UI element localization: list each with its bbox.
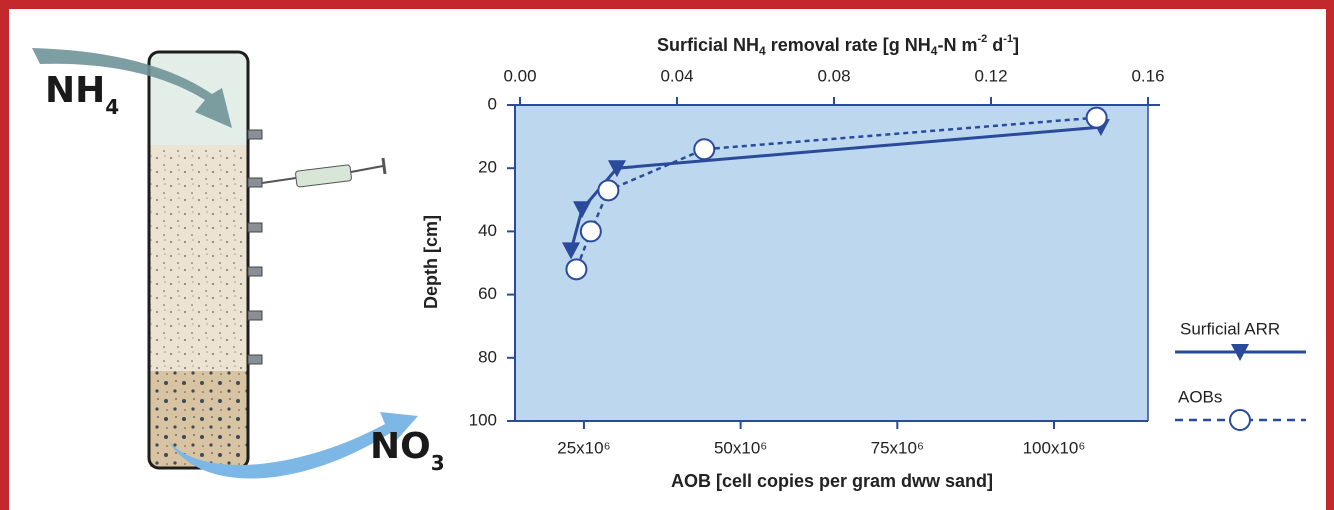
x-axis-label: AOB [cell copies per gram dww sand]: [671, 471, 993, 491]
data-point: [562, 242, 581, 260]
legend-label: Surficial ARR: [1180, 319, 1280, 338]
label-part: 4: [759, 44, 766, 58]
x-tick-label: 100x10⁶: [1023, 438, 1086, 457]
data-point: [693, 138, 716, 161]
x2-tick-label: 0.00: [503, 66, 536, 85]
y-tick-label: 100: [469, 410, 497, 429]
y-tick-label: 80: [478, 347, 497, 366]
label-part: 4: [931, 44, 938, 58]
x2-tick-label: 0.12: [974, 66, 1007, 85]
x-tick-label: 50x10⁶: [714, 438, 767, 457]
x-tick-label: 25x10⁶: [557, 438, 610, 457]
label-part: -1: [1003, 33, 1013, 45]
data-point: [607, 160, 626, 178]
data-point: [579, 220, 602, 243]
syringe: [261, 157, 387, 188]
inflow-label-text: NH: [45, 70, 105, 111]
y-tick-label: 40: [478, 221, 497, 240]
legend-marker: [1231, 344, 1249, 361]
y-tick-label: 20: [478, 158, 497, 177]
plot: 0 20 40 60 80 100 0.00 0.04 0.08 0.12 0.16 25x10⁶ 50…: [469, 66, 1165, 457]
x2-axis-label: Surficial NH4 removal rate [g NH4-N m-2 …: [657, 33, 1019, 58]
plot-background: [515, 105, 1148, 421]
outflow-label: NO3: [370, 426, 445, 475]
x2-tick-label: 0.04: [660, 66, 693, 85]
x2-tick-label: 0.08: [817, 66, 850, 85]
y-tick-label: 0: [488, 94, 497, 113]
label-part: Surficial NH: [657, 35, 759, 55]
outflow-label-text: NO: [370, 426, 431, 467]
label-part: removal rate [g NH: [766, 35, 931, 55]
y-tick-label: 60: [478, 284, 497, 303]
label-part: ]: [1013, 35, 1019, 55]
outflow-subscript: 3: [431, 451, 445, 475]
legend-marker: [1229, 409, 1251, 431]
data-point: [565, 258, 588, 281]
label-part: -2: [977, 33, 987, 45]
x-tick-label: 75x10⁶: [871, 438, 924, 457]
inflow-label: NH4: [45, 70, 119, 119]
data-point: [573, 201, 592, 219]
data-point: [1085, 106, 1108, 129]
data-point: [597, 179, 620, 202]
label-part: -N m: [937, 35, 977, 55]
y-axis-label: Depth [cm]: [421, 215, 441, 309]
label-part: d: [987, 35, 1003, 55]
x2-tick-label: 0.16: [1131, 66, 1164, 85]
inflow-subscript: 4: [105, 95, 119, 119]
column-diagram: NH4 NO3: [32, 48, 445, 479]
legend-label: AOBs: [1178, 387, 1222, 406]
